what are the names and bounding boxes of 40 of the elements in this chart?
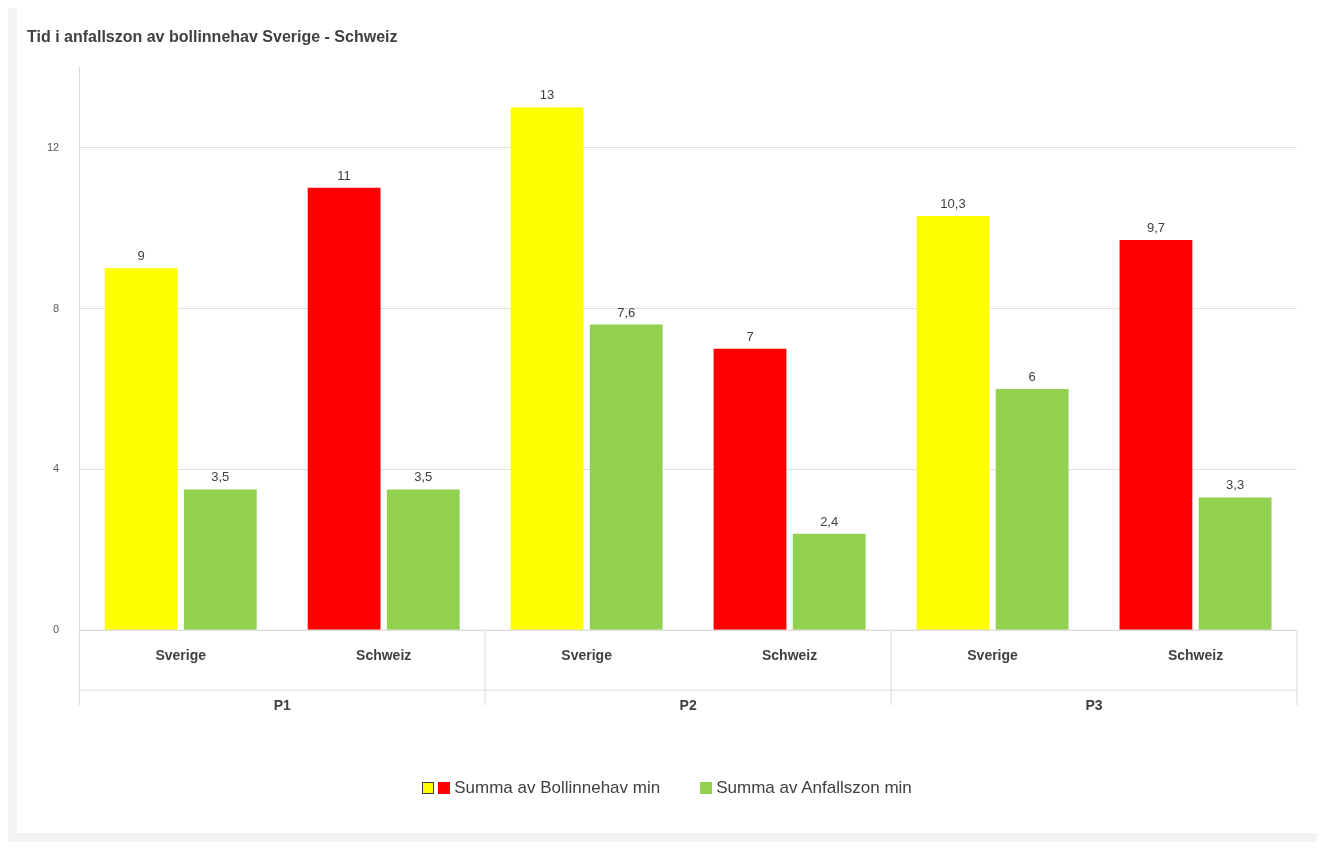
bar xyxy=(792,533,866,630)
y-tick-label: 4 xyxy=(53,462,60,475)
y-tick-label: 8 xyxy=(53,301,60,314)
y-tick-label: 12 xyxy=(46,140,60,153)
bar xyxy=(713,348,787,630)
bar xyxy=(307,187,381,630)
x-tick-label: Sverige xyxy=(967,647,1019,664)
bar xyxy=(995,388,1069,630)
text: P1 xyxy=(273,697,291,714)
y-tick-label: 0 xyxy=(53,623,60,636)
bar xyxy=(1119,240,1193,630)
bar xyxy=(104,268,178,630)
bar xyxy=(183,489,257,630)
legend-label: Summa av Bollinnehav min xyxy=(454,778,661,798)
data-label: 7 xyxy=(746,328,754,344)
text: P2 xyxy=(679,697,697,714)
x-tick-label: Sverige xyxy=(155,647,207,664)
data-label: 10,3 xyxy=(940,195,966,211)
data-label: 13 xyxy=(539,87,555,103)
data-label: 7,6 xyxy=(617,304,636,320)
x-tick-label: Schweiz xyxy=(761,647,818,664)
bar xyxy=(1198,497,1272,630)
data-label: 9,7 xyxy=(1146,220,1165,236)
data-label: 11 xyxy=(337,167,351,183)
data-label: 9 xyxy=(137,248,145,264)
data-label: 2,4 xyxy=(820,513,839,529)
data-label: 3,3 xyxy=(1226,477,1245,493)
bar xyxy=(510,107,584,630)
x-tick-label: Schweiz xyxy=(356,647,412,664)
bar xyxy=(386,489,460,630)
chart-title: Tid i anfallszon av bollinnehav Sverige - Schweiz xyxy=(27,28,398,46)
data-label: 6 xyxy=(1028,368,1036,384)
data-label: 3,5 xyxy=(414,469,433,485)
x-tick-label: Sverige xyxy=(561,647,613,664)
data-label: 3,5 xyxy=(211,469,230,485)
bar xyxy=(916,215,990,630)
text: P3 xyxy=(1085,697,1103,714)
bar xyxy=(589,324,663,630)
legend-label: Summa av Anfallszon min xyxy=(716,778,912,798)
x-tick-label: Schweiz xyxy=(1167,647,1224,664)
